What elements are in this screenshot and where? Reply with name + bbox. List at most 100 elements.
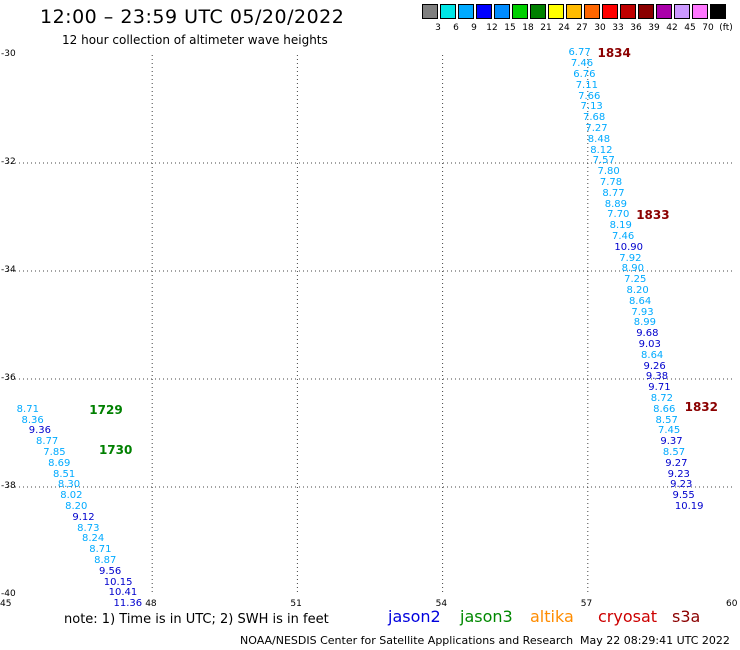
wave-height-value: 8.87 xyxy=(94,554,117,566)
wave-height-value: 7.85 xyxy=(43,446,66,458)
legend-label: 6 xyxy=(453,23,459,33)
wave-height-value: 9.38 xyxy=(645,371,669,383)
legend-label: 15 xyxy=(504,23,516,33)
wave-height-value: 9.26 xyxy=(643,360,666,372)
legend-label: 42 xyxy=(666,23,678,33)
legend-swatch xyxy=(548,4,564,19)
wave-height-value: 8.48 xyxy=(587,133,611,145)
wave-height-value: 10.19 xyxy=(674,500,704,512)
wave-height-value: 7.80 xyxy=(597,166,620,178)
legend-label: 70 xyxy=(702,23,714,33)
legend-swatch xyxy=(710,4,726,19)
legend-swatch xyxy=(512,4,528,19)
wave-height-value: 6.77 xyxy=(568,47,591,59)
wave-height-value: 8.99 xyxy=(633,317,657,329)
wave-height-value: 7.92 xyxy=(619,252,642,264)
legend-label: 12 xyxy=(486,23,498,33)
legend-label: 9 xyxy=(471,23,477,33)
wave-height-value: 6.76 xyxy=(573,68,596,80)
wave-height-value: 8.20 xyxy=(626,284,649,296)
legend-swatch xyxy=(584,4,600,19)
wave-height-value: 8.89 xyxy=(604,198,627,210)
wave-height-value: 10.15 xyxy=(103,576,133,588)
legend-swatch xyxy=(476,4,492,19)
wave-height-value: 9.68 xyxy=(636,328,659,340)
x-tick-label: 48 xyxy=(145,599,157,609)
satellite-legend-jason2: jason2 xyxy=(388,607,441,626)
legend-label: 33 xyxy=(612,23,624,33)
wave-height-value: 10.41 xyxy=(108,587,138,599)
legend-label: 18 xyxy=(522,23,534,33)
wave-height-value: 8.90 xyxy=(621,263,644,275)
legend-label: 3 xyxy=(435,23,441,33)
wave-height-value: 9.56 xyxy=(98,565,122,577)
wave-height-value: 11.36 xyxy=(113,598,143,610)
track-time-label: 1833 xyxy=(636,208,670,223)
wave-height-value: 8.12 xyxy=(590,144,613,156)
wave-height-value: 8.66 xyxy=(653,403,676,415)
wave-height-value: 8.72 xyxy=(650,392,673,404)
wave-height-value: 9.71 xyxy=(648,382,671,394)
wave-height-value: 8.64 xyxy=(628,295,652,307)
legend-swatch xyxy=(620,4,636,19)
legend-label: 27 xyxy=(576,23,588,33)
wave-height-value: 9.37 xyxy=(660,436,683,448)
wave-height-value: 7.78 xyxy=(599,176,623,188)
note-text: note: 1) Time is in UTC; 2) SWH is in fe… xyxy=(64,612,329,627)
legend-label: 30 xyxy=(594,23,606,33)
wave-height-value: 10.90 xyxy=(614,241,644,253)
wave-height-value: 7.45 xyxy=(657,425,681,437)
y-tick-label: -36 xyxy=(1,373,16,383)
wave-height-value: 8.77 xyxy=(602,187,625,199)
satellite-legend-s3a: s3a xyxy=(672,607,701,626)
x-tick-label: 57 xyxy=(580,599,593,609)
legend-label: (ft) xyxy=(719,23,733,33)
wave-height-value: 7.70 xyxy=(607,209,630,221)
wave-height-value: 7.68 xyxy=(582,112,606,124)
credit-text: NOAA/NESDIS Center for Satellite Applica… xyxy=(240,634,574,647)
legend-swatch xyxy=(422,4,438,19)
track-time-label: 1729 xyxy=(89,402,123,417)
wave-height-value: 9.23 xyxy=(670,479,693,491)
wave-height-value: 7.25 xyxy=(624,274,647,286)
wave-height-value: 7.13 xyxy=(580,101,603,113)
legend-swatch xyxy=(530,4,546,19)
y-tick-label: -32 xyxy=(1,157,16,167)
wave-height-value: 7.11 xyxy=(575,79,598,91)
legend-swatch xyxy=(602,4,618,19)
wave-height-value: 8.20 xyxy=(65,500,88,512)
y-tick-label: -38 xyxy=(1,481,16,491)
wave-height-value: 9.27 xyxy=(665,457,688,469)
satellite-legend-altika: altika xyxy=(530,607,574,626)
legend-swatch xyxy=(566,4,582,19)
legend-label: 45 xyxy=(684,23,696,33)
y-tick-label: -40 xyxy=(1,589,16,599)
legend-swatch xyxy=(458,4,474,19)
x-tick-label: 60 xyxy=(726,599,738,609)
track-time-label: 1730 xyxy=(98,443,133,458)
legend-swatch xyxy=(674,4,690,19)
x-tick-label: 51 xyxy=(290,599,302,609)
legend-label: 36 xyxy=(630,23,642,33)
wave-height-value: 7.46 xyxy=(570,58,594,70)
wave-height-value: 8.30 xyxy=(57,479,81,491)
wave-height-value: 8.19 xyxy=(609,220,632,232)
legend-swatch xyxy=(638,4,654,19)
wave-height-value: 8.69 xyxy=(48,457,71,469)
wave-height-value: 8.71 xyxy=(16,403,39,415)
track-time-label: 1832 xyxy=(684,400,718,414)
wave-height-value: 9.03 xyxy=(638,338,661,350)
satellite-legend-jason3: jason3 xyxy=(460,607,513,626)
wave-height-value: 8.57 xyxy=(662,446,686,458)
wave-height-value: 8.36 xyxy=(21,414,44,426)
map-plot-area xyxy=(7,55,733,595)
wave-height-value: 8.24 xyxy=(82,533,105,545)
wave-height-value: 9.55 xyxy=(672,490,695,502)
x-tick-label: 54 xyxy=(435,599,448,609)
wave-height-value: 9.36 xyxy=(28,425,52,437)
wave-height-value: 7.66 xyxy=(578,90,601,102)
y-tick-label: -30 xyxy=(1,49,16,59)
chart-title: 12:00 – 23:59 UTC 05/20/2022 xyxy=(40,6,345,28)
wave-height-value: 8.02 xyxy=(60,490,83,502)
wave-height-map: 45 48 51 54 57 60 -30 -32 -34 -36 -38 -40 8.71 8.36 9.… xyxy=(0,46,738,614)
